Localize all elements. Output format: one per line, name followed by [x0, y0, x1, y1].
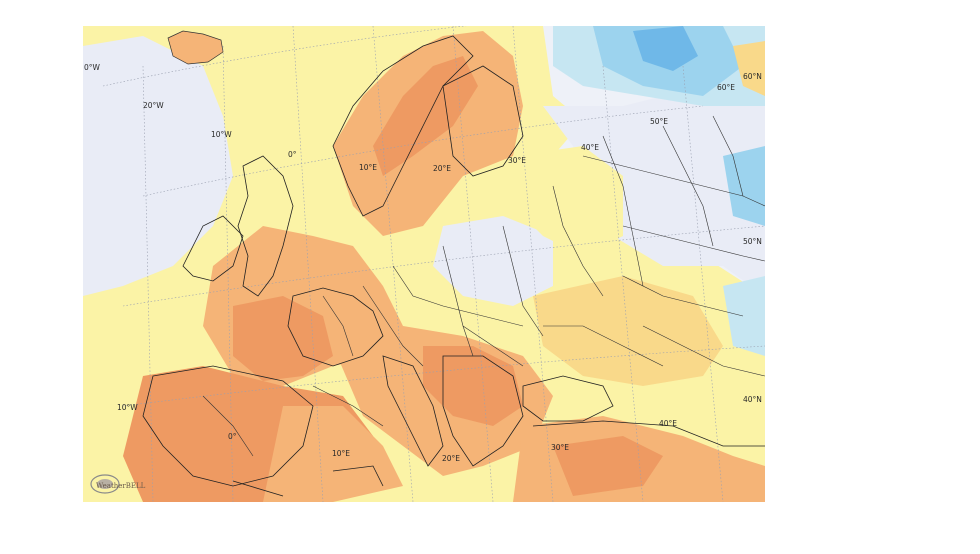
weatherbell-logo: WeatherBELL: [90, 474, 146, 494]
eastern-europe-yellow: [513, 146, 623, 256]
anatolia-warm-core: [553, 436, 663, 496]
label-bottom-w10: 10°W: [117, 403, 138, 412]
label-lon-w20: 20°W: [143, 101, 164, 110]
map-canvas: 0°W 20°W 10°W 0° 10°E 20°E 30°E 40°E 50°…: [83, 26, 765, 502]
logo-core-icon: [97, 479, 113, 489]
graticule: [102, 26, 765, 502]
label-bottom-e10: 10°E: [332, 449, 350, 458]
north-russia-cool-center: [633, 26, 698, 71]
label-lat-n60: 60°N: [743, 72, 762, 81]
label-lon-e40: 40°E: [581, 143, 599, 152]
atlantic-neutral-zone: [83, 36, 233, 296]
label-bottom-0: 0°: [228, 432, 237, 441]
central-europe-neutral-zone: [433, 216, 553, 306]
label-bottom-e20: 20°E: [442, 454, 460, 463]
ural-cool-anomaly: [723, 146, 765, 226]
label-bottom-e40: 40°E: [659, 419, 677, 428]
france-warm-core: [233, 296, 333, 381]
label-lon-e30: 30°E: [508, 156, 526, 165]
mediterranean-warm: [263, 406, 403, 502]
caspian-cool-anomaly: [723, 276, 765, 356]
label-lon-e20: 20°E: [433, 164, 451, 173]
logo-swirl-icon: [90, 474, 120, 494]
label-lon-0: 0°: [288, 150, 297, 159]
temperature-anomaly-map: 0°W 20°W 10°W 0° 10°E 20°E 30°E 40°E 50°…: [83, 26, 765, 502]
label-lon-e10: 10°E: [359, 163, 377, 172]
scandinavia-warm-core: [373, 56, 478, 176]
label-lat-n40: 40°N: [743, 395, 762, 404]
label-lon-e60: 60°E: [717, 83, 735, 92]
label-bottom-e30: 30°E: [551, 443, 569, 452]
logo-text: WeatherBELL: [96, 482, 146, 490]
ukraine-warm: [533, 276, 723, 386]
label-lon-w10: 10°W: [211, 130, 232, 139]
coastlines: [142, 35, 765, 497]
iceland-landmass: [167, 30, 224, 65]
russia-neutral-zone: [543, 86, 765, 296]
label-lon-w30: 0°W: [84, 63, 101, 72]
northeast-warm-patch: [733, 41, 765, 96]
label-lat-n50: 50°N: [743, 237, 762, 246]
country-borders: [202, 115, 765, 457]
label-lon-e50: 50°E: [650, 117, 668, 126]
